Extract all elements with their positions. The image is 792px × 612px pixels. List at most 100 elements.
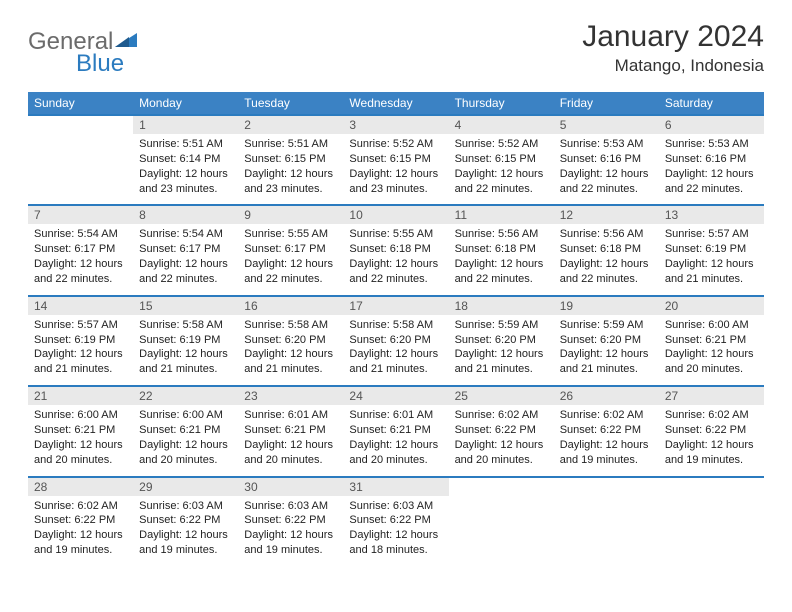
day-cell	[28, 134, 133, 205]
sunrise-text: Sunrise: 5:59 AM	[455, 318, 548, 333]
daylight-text: Daylight: 12 hours and 20 minutes.	[665, 347, 758, 377]
day-cell: Sunrise: 6:01 AMSunset: 6:21 PMDaylight:…	[238, 405, 343, 476]
content-row: Sunrise: 6:00 AMSunset: 6:21 PMDaylight:…	[28, 405, 764, 476]
sunrise-text: Sunrise: 6:01 AM	[244, 408, 337, 423]
sunset-text: Sunset: 6:17 PM	[139, 242, 232, 257]
day-number: 13	[659, 205, 764, 224]
sunrise-text: Sunrise: 6:03 AM	[244, 499, 337, 514]
sunrise-text: Sunrise: 5:55 AM	[349, 227, 442, 242]
sunset-text: Sunset: 6:20 PM	[244, 333, 337, 348]
weekday-header: Monday	[133, 92, 238, 115]
day-cell: Sunrise: 5:59 AMSunset: 6:20 PMDaylight:…	[554, 315, 659, 386]
day-cell: Sunrise: 5:55 AMSunset: 6:18 PMDaylight:…	[343, 224, 448, 295]
daylight-text: Daylight: 12 hours and 21 minutes.	[665, 257, 758, 287]
logo-text-blue: Blue	[76, 50, 137, 78]
sunset-text: Sunset: 6:19 PM	[139, 333, 232, 348]
day-cell: Sunrise: 6:00 AMSunset: 6:21 PMDaylight:…	[28, 405, 133, 476]
day-number	[28, 115, 133, 134]
day-cell: Sunrise: 5:56 AMSunset: 6:18 PMDaylight:…	[449, 224, 554, 295]
sunrise-text: Sunrise: 5:58 AM	[349, 318, 442, 333]
sunset-text: Sunset: 6:22 PM	[665, 423, 758, 438]
day-cell: Sunrise: 5:54 AMSunset: 6:17 PMDaylight:…	[133, 224, 238, 295]
day-cell	[554, 496, 659, 566]
day-number	[554, 477, 659, 496]
daylight-text: Daylight: 12 hours and 19 minutes.	[139, 528, 232, 558]
sunrise-text: Sunrise: 5:58 AM	[139, 318, 232, 333]
sunrise-text: Sunrise: 5:57 AM	[34, 318, 127, 333]
day-cell: Sunrise: 6:03 AMSunset: 6:22 PMDaylight:…	[343, 496, 448, 566]
day-number: 24	[343, 386, 448, 405]
sunrise-text: Sunrise: 5:53 AM	[665, 137, 758, 152]
day-number: 12	[554, 205, 659, 224]
day-number: 2	[238, 115, 343, 134]
day-cell: Sunrise: 6:02 AMSunset: 6:22 PMDaylight:…	[449, 405, 554, 476]
sunset-text: Sunset: 6:22 PM	[560, 423, 653, 438]
sunrise-text: Sunrise: 5:56 AM	[455, 227, 548, 242]
day-number	[449, 477, 554, 496]
daylight-text: Daylight: 12 hours and 23 minutes.	[244, 167, 337, 197]
daylight-text: Daylight: 12 hours and 20 minutes.	[34, 438, 127, 468]
daynum-row: 78910111213	[28, 205, 764, 224]
daylight-text: Daylight: 12 hours and 22 minutes.	[349, 257, 442, 287]
day-cell: Sunrise: 5:51 AMSunset: 6:15 PMDaylight:…	[238, 134, 343, 205]
weekday-header: Wednesday	[343, 92, 448, 115]
day-number: 6	[659, 115, 764, 134]
weekday-header: Saturday	[659, 92, 764, 115]
day-cell: Sunrise: 6:02 AMSunset: 6:22 PMDaylight:…	[28, 496, 133, 566]
day-number: 26	[554, 386, 659, 405]
day-cell: Sunrise: 6:02 AMSunset: 6:22 PMDaylight:…	[554, 405, 659, 476]
sunrise-text: Sunrise: 6:00 AM	[139, 408, 232, 423]
daylight-text: Daylight: 12 hours and 20 minutes.	[139, 438, 232, 468]
sunset-text: Sunset: 6:16 PM	[665, 152, 758, 167]
sunset-text: Sunset: 6:20 PM	[560, 333, 653, 348]
sunset-text: Sunset: 6:20 PM	[349, 333, 442, 348]
daylight-text: Daylight: 12 hours and 20 minutes.	[349, 438, 442, 468]
day-number: 17	[343, 296, 448, 315]
day-cell: Sunrise: 5:52 AMSunset: 6:15 PMDaylight:…	[343, 134, 448, 205]
day-number: 16	[238, 296, 343, 315]
sunrise-text: Sunrise: 5:54 AM	[34, 227, 127, 242]
sunset-text: Sunset: 6:21 PM	[139, 423, 232, 438]
sunset-text: Sunset: 6:19 PM	[34, 333, 127, 348]
day-number: 22	[133, 386, 238, 405]
content-row: Sunrise: 5:51 AMSunset: 6:14 PMDaylight:…	[28, 134, 764, 205]
sunset-text: Sunset: 6:22 PM	[139, 513, 232, 528]
day-cell	[449, 496, 554, 566]
day-number: 27	[659, 386, 764, 405]
day-number: 25	[449, 386, 554, 405]
day-number	[659, 477, 764, 496]
sunset-text: Sunset: 6:15 PM	[455, 152, 548, 167]
daylight-text: Daylight: 12 hours and 22 minutes.	[139, 257, 232, 287]
day-cell: Sunrise: 6:00 AMSunset: 6:21 PMDaylight:…	[133, 405, 238, 476]
sunrise-text: Sunrise: 5:52 AM	[455, 137, 548, 152]
sunrise-text: Sunrise: 5:53 AM	[560, 137, 653, 152]
sunset-text: Sunset: 6:15 PM	[244, 152, 337, 167]
daynum-row: 14151617181920	[28, 296, 764, 315]
weekday-header: Friday	[554, 92, 659, 115]
sunset-text: Sunset: 6:21 PM	[665, 333, 758, 348]
sunset-text: Sunset: 6:17 PM	[244, 242, 337, 257]
daylight-text: Daylight: 12 hours and 22 minutes.	[560, 167, 653, 197]
sunset-text: Sunset: 6:19 PM	[665, 242, 758, 257]
daylight-text: Daylight: 12 hours and 18 minutes.	[349, 528, 442, 558]
weekday-header: Tuesday	[238, 92, 343, 115]
sunrise-text: Sunrise: 6:01 AM	[349, 408, 442, 423]
day-cell: Sunrise: 5:54 AMSunset: 6:17 PMDaylight:…	[28, 224, 133, 295]
daylight-text: Daylight: 12 hours and 19 minutes.	[34, 528, 127, 558]
month-title: January 2024	[582, 20, 764, 54]
daylight-text: Daylight: 12 hours and 21 minutes.	[349, 347, 442, 377]
day-cell: Sunrise: 5:55 AMSunset: 6:17 PMDaylight:…	[238, 224, 343, 295]
day-cell: Sunrise: 5:57 AMSunset: 6:19 PMDaylight:…	[28, 315, 133, 386]
daynum-row: 28293031	[28, 477, 764, 496]
daylight-text: Daylight: 12 hours and 23 minutes.	[139, 167, 232, 197]
day-number: 18	[449, 296, 554, 315]
sunset-text: Sunset: 6:21 PM	[349, 423, 442, 438]
day-number: 7	[28, 205, 133, 224]
sunset-text: Sunset: 6:17 PM	[34, 242, 127, 257]
sunrise-text: Sunrise: 5:57 AM	[665, 227, 758, 242]
day-cell: Sunrise: 6:03 AMSunset: 6:22 PMDaylight:…	[238, 496, 343, 566]
day-number: 5	[554, 115, 659, 134]
daylight-text: Daylight: 12 hours and 22 minutes.	[665, 167, 758, 197]
sunrise-text: Sunrise: 6:02 AM	[560, 408, 653, 423]
weekday-header-row: Sunday Monday Tuesday Wednesday Thursday…	[28, 92, 764, 115]
